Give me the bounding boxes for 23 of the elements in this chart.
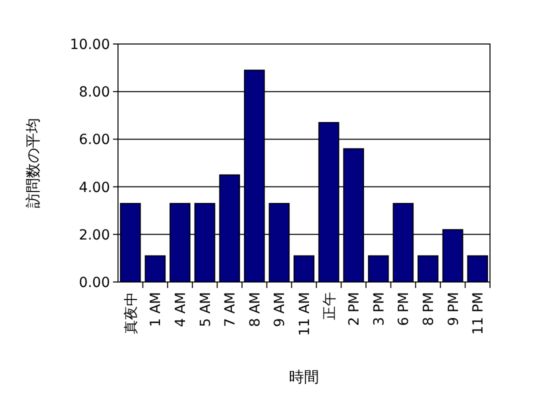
x-tick-label: 5 AM: [198, 292, 214, 328]
y-tick-label: 0.00: [78, 275, 110, 291]
x-tick-label: 真夜中: [123, 292, 140, 334]
y-tick-label: 6.00: [78, 132, 110, 148]
x-tick-label: 11 AM: [297, 292, 313, 336]
x-tick-label: 3 PM: [371, 292, 388, 326]
x-tick-label: 7 AM: [222, 292, 239, 328]
x-tick-label: 9 PM: [446, 292, 462, 326]
x-tick-label: 8 AM: [247, 292, 264, 328]
x-tick-label: 4 AM: [173, 292, 189, 328]
y-tick-label: 10.00: [70, 37, 110, 53]
x-tick-label: 8 PM: [421, 292, 437, 326]
y-tick-label: 8.00: [78, 84, 110, 101]
y-tick-label: 2.00: [78, 227, 110, 244]
x-tick-label: 11 PM: [470, 292, 487, 335]
y-tick-label: 4.00: [78, 180, 110, 196]
x-tick-label: 6 PM: [396, 292, 412, 326]
x-tick-label: 9 AM: [272, 292, 288, 328]
x-axis-title: 時間: [289, 368, 319, 386]
x-tick-label: 2 PM: [346, 292, 363, 326]
y-axis-title: 訪問数の平均: [24, 118, 42, 208]
x-tick-label: 正午: [322, 292, 338, 320]
x-tick-label: 1 AM: [148, 292, 164, 328]
